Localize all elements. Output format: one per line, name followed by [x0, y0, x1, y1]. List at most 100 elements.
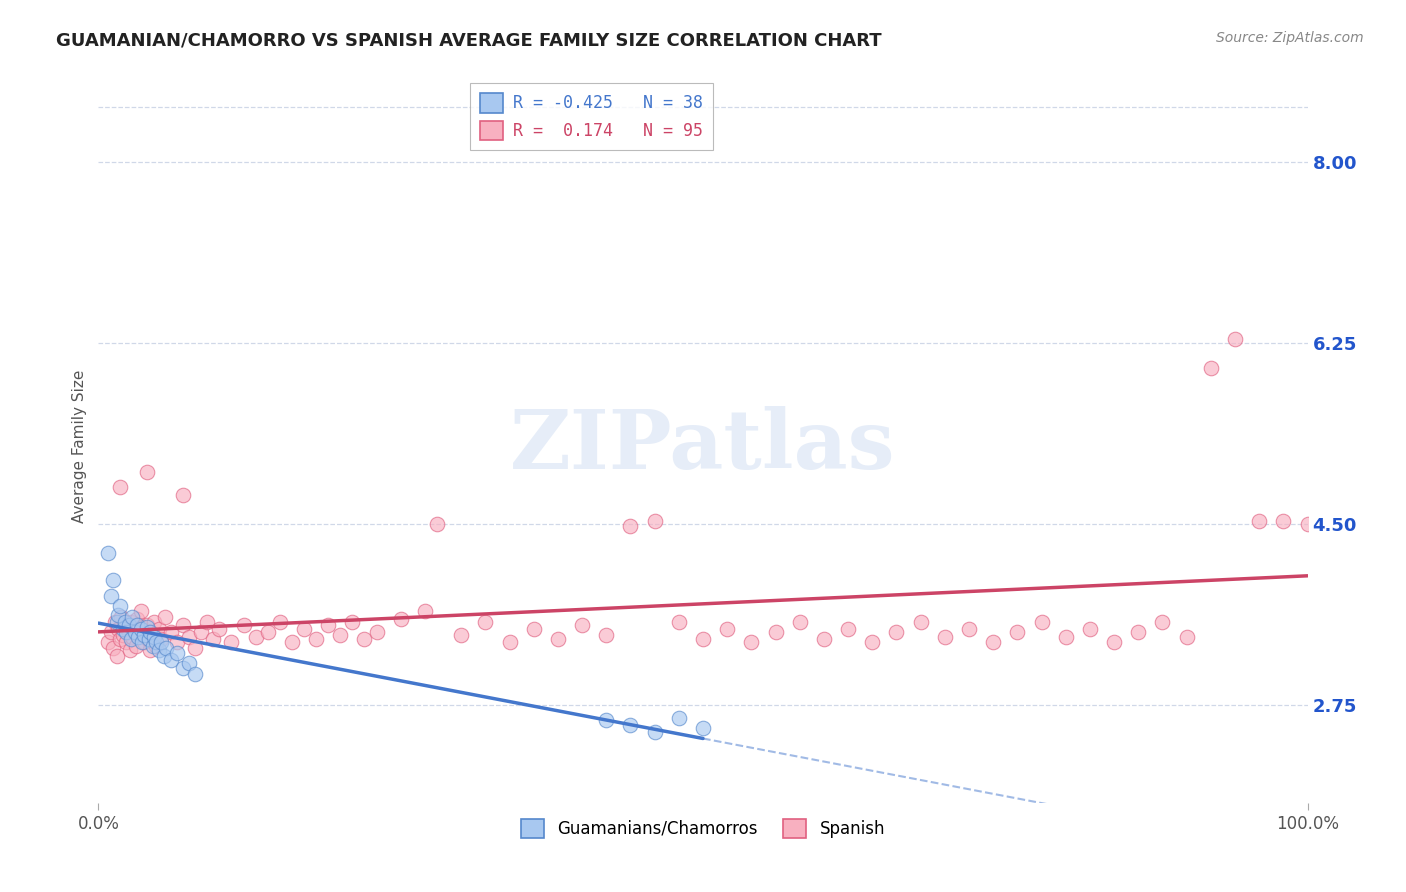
Point: [692, 632, 714, 647]
Point: [547, 632, 569, 647]
Point: [111, 622, 134, 636]
Point: [498, 635, 520, 649]
Point: [644, 515, 666, 529]
Point: [1296, 516, 1319, 531]
Point: [789, 615, 811, 629]
Point: [934, 630, 956, 644]
Legend: Guamanians/Chamorros, Spanish: Guamanians/Chamorros, Spanish: [515, 812, 891, 845]
Point: [740, 635, 762, 649]
Point: [114, 615, 136, 629]
Point: [110, 609, 132, 624]
Point: [134, 635, 156, 649]
Point: [208, 622, 231, 636]
Point: [716, 622, 738, 636]
Point: [138, 625, 160, 640]
Point: [389, 612, 412, 626]
Text: ZIPatlas: ZIPatlas: [510, 406, 896, 486]
Point: [108, 480, 131, 494]
Point: [172, 487, 194, 501]
Point: [152, 648, 174, 663]
Point: [150, 632, 173, 647]
Point: [166, 646, 188, 660]
Point: [644, 725, 666, 739]
Point: [135, 618, 157, 632]
Point: [619, 718, 641, 732]
Point: [256, 625, 278, 640]
Point: [426, 516, 449, 531]
Point: [813, 632, 835, 647]
Point: [114, 620, 136, 634]
Point: [166, 635, 188, 649]
Point: [121, 609, 143, 624]
Point: [172, 661, 194, 675]
Point: [202, 632, 225, 647]
Point: [595, 628, 617, 642]
Point: [121, 630, 143, 644]
Text: GUAMANIAN/CHAMORRO VS SPANISH AVERAGE FAMILY SIZE CORRELATION CHART: GUAMANIAN/CHAMORRO VS SPANISH AVERAGE FA…: [56, 31, 882, 49]
Point: [179, 656, 201, 670]
Point: [143, 615, 166, 629]
Point: [104, 615, 127, 629]
Point: [127, 612, 149, 626]
Point: [131, 620, 153, 634]
Point: [366, 625, 388, 640]
Point: [129, 605, 152, 619]
Point: [353, 632, 375, 647]
Point: [269, 615, 291, 629]
Point: [571, 618, 593, 632]
Point: [101, 574, 124, 588]
Point: [413, 605, 436, 619]
Point: [148, 642, 170, 657]
Point: [124, 625, 146, 640]
Point: [765, 625, 787, 640]
Point: [195, 615, 218, 629]
Point: [124, 622, 146, 636]
Point: [101, 640, 124, 655]
Point: [1031, 615, 1053, 629]
Point: [316, 618, 339, 632]
Point: [153, 609, 176, 624]
Point: [150, 635, 173, 649]
Point: [111, 628, 134, 642]
Point: [1249, 515, 1271, 529]
Point: [668, 711, 690, 725]
Point: [1152, 615, 1174, 629]
Point: [292, 622, 315, 636]
Point: [138, 632, 160, 647]
Point: [860, 635, 883, 649]
Point: [127, 630, 149, 644]
Point: [97, 635, 120, 649]
Point: [139, 642, 162, 657]
Point: [692, 722, 714, 736]
Point: [910, 615, 932, 629]
Point: [668, 615, 690, 629]
Point: [450, 628, 472, 642]
Point: [981, 635, 1004, 649]
Point: [134, 628, 156, 642]
Point: [115, 625, 138, 640]
Point: [305, 632, 328, 647]
Point: [221, 635, 243, 649]
Point: [1054, 630, 1077, 644]
Point: [155, 640, 177, 655]
Point: [1007, 625, 1029, 640]
Point: [172, 618, 194, 632]
Point: [131, 635, 153, 649]
Point: [125, 639, 148, 653]
Point: [474, 615, 496, 629]
Point: [107, 607, 129, 622]
Point: [108, 599, 131, 614]
Point: [1175, 630, 1198, 644]
Point: [105, 615, 128, 629]
Point: [160, 625, 183, 640]
Point: [127, 618, 149, 632]
Point: [108, 632, 131, 647]
Point: [142, 639, 165, 653]
Point: [128, 628, 150, 642]
Point: [232, 618, 254, 632]
Point: [160, 653, 183, 667]
Point: [100, 625, 122, 640]
Point: [1223, 333, 1246, 347]
Point: [1128, 625, 1150, 640]
Point: [1199, 361, 1222, 376]
